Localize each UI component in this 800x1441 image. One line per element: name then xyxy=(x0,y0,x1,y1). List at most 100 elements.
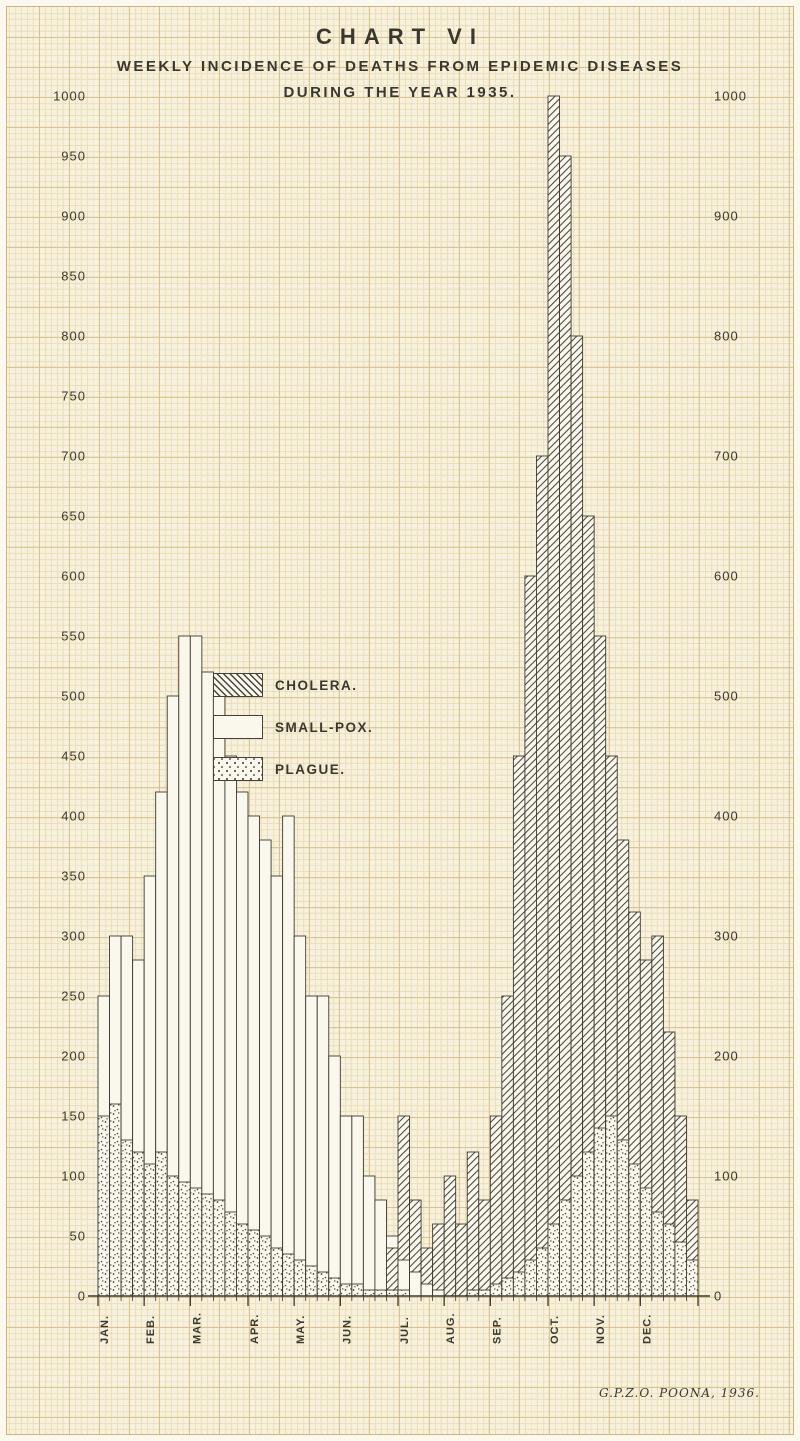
bar-plague xyxy=(155,1151,168,1297)
month-label: SEP. xyxy=(491,1316,503,1344)
bar-plague xyxy=(466,1289,480,1297)
bar-plague xyxy=(270,1247,284,1297)
bar-plague xyxy=(570,1175,584,1297)
y-axis-label-right: 600 xyxy=(714,569,739,584)
month-label: FEB. xyxy=(145,1315,157,1344)
bar-smallpox xyxy=(351,1115,364,1297)
bar-plague xyxy=(374,1289,387,1297)
bar-cholera xyxy=(524,575,537,1297)
y-axis-label-left: 500 xyxy=(61,689,86,704)
bar-plague xyxy=(501,1277,514,1297)
legend: CHOLERA. SMALL-POX. PLAGUE. xyxy=(213,672,373,798)
bar-cholera xyxy=(466,1151,480,1297)
month-label: OCT. xyxy=(549,1315,561,1344)
bar-plague xyxy=(489,1283,503,1297)
y-axis-label-left: 100 xyxy=(61,1169,86,1184)
bar-cholera xyxy=(432,1223,445,1297)
bar-plague xyxy=(559,1199,572,1297)
bar-plague xyxy=(686,1259,699,1297)
bar-smallpox xyxy=(362,1175,376,1297)
y-axis-label-left: 50 xyxy=(70,1229,86,1244)
bar-plague xyxy=(97,1115,110,1297)
legend-label-smallpox: SMALL-POX. xyxy=(275,719,374,735)
bar-plague xyxy=(132,1151,145,1297)
chart-subtitle-line2: DURING THE YEAR 1935. xyxy=(283,84,517,101)
bar-cholera xyxy=(478,1199,491,1297)
bar-plague xyxy=(259,1235,272,1297)
bar-plague xyxy=(536,1247,549,1297)
y-axis-label-right: 900 xyxy=(714,209,739,224)
bar-plague xyxy=(189,1187,203,1297)
y-axis-label-left: 950 xyxy=(61,149,86,164)
legend-label-plague: PLAGUE. xyxy=(275,761,346,777)
bar-plague xyxy=(628,1163,641,1297)
bar-smallpox xyxy=(270,875,284,1297)
y-axis-right: 0 100 200 300 400 500 600 700 800 900 1000 xyxy=(714,89,747,1304)
bar-plague xyxy=(109,1103,122,1297)
bar-smallpox xyxy=(259,839,272,1297)
smallpox-plain-swatch xyxy=(213,715,263,739)
legend-item-smallpox: SMALL-POX. xyxy=(213,714,373,740)
bar-plague xyxy=(351,1283,364,1297)
month-label: JUN. xyxy=(341,1315,353,1344)
bar-plague xyxy=(616,1139,630,1297)
bar-plague xyxy=(224,1211,237,1297)
bar-cholera xyxy=(570,335,584,1297)
bar-cholera xyxy=(559,155,572,1297)
bar-cholera xyxy=(443,1175,457,1297)
y-axis-label-right: 300 xyxy=(714,929,739,944)
y-axis-label-left: 1000 xyxy=(53,89,86,104)
bar-plague xyxy=(512,1271,526,1297)
bar-smallpox xyxy=(420,1283,434,1297)
bar-plague xyxy=(328,1277,341,1297)
bar-plague xyxy=(247,1229,260,1297)
y-axis-label-right: 100 xyxy=(714,1169,739,1184)
y-axis-label-left: 700 xyxy=(61,449,86,464)
y-axis-label-left: 900 xyxy=(61,209,86,224)
bar-plague xyxy=(143,1163,157,1297)
bar-plague xyxy=(305,1265,318,1297)
y-axis-label-left: 600 xyxy=(61,569,86,584)
legend-item-cholera: CHOLERA. xyxy=(213,672,373,698)
y-axis-label-left: 450 xyxy=(61,749,86,764)
bar-plague xyxy=(339,1283,353,1297)
y-axis-label-left: 300 xyxy=(61,929,86,944)
bar-cholera xyxy=(386,1247,399,1297)
bar-plague xyxy=(120,1139,134,1297)
bar-plague xyxy=(236,1223,249,1297)
month-label: JUL. xyxy=(399,1316,411,1344)
bars xyxy=(97,95,699,1297)
y-axis-left: 0 50 100 150 200 250 300 350 400 450 500 550 600 650 7… xyxy=(53,89,86,1304)
bar-smallpox xyxy=(247,815,260,1297)
bar-smallpox xyxy=(328,1055,341,1297)
y-axis-label-left: 250 xyxy=(61,989,86,1004)
bar-plague xyxy=(582,1151,595,1297)
bar-plague xyxy=(316,1271,330,1297)
credit-note: G.P.Z.O. POONA, 1936. xyxy=(598,1386,760,1400)
bar-cholera xyxy=(512,755,526,1297)
month-label: MAY. xyxy=(295,1315,307,1344)
bar-cholera xyxy=(536,455,549,1297)
month-label: JAN. xyxy=(99,1315,111,1344)
y-axis-label-right: 1000 xyxy=(714,89,747,104)
y-axis-label-left: 400 xyxy=(61,809,86,824)
bar-cholera xyxy=(547,95,560,1297)
bar-plague xyxy=(478,1289,491,1297)
y-axis-label-right: 400 xyxy=(714,809,739,824)
bar-smallpox xyxy=(282,815,295,1297)
y-axis-label-right: 0 xyxy=(714,1289,722,1304)
y-axis-label-left: 0 xyxy=(78,1289,86,1304)
chart-subtitle-line1: WEEKLY INCIDENCE OF DEATHS FROM EPIDEMIC… xyxy=(116,58,684,75)
bar-plague xyxy=(593,1127,607,1297)
bar-plague xyxy=(166,1175,180,1297)
bar-smallpox xyxy=(293,935,307,1297)
month-label: MAR. xyxy=(191,1312,203,1344)
bar-cholera xyxy=(455,1223,468,1297)
legend-label-cholera: CHOLERA. xyxy=(275,677,358,693)
bar-plague xyxy=(212,1199,226,1297)
cholera-hatch-swatch xyxy=(213,673,263,697)
month-label: AUG. xyxy=(445,1313,457,1345)
bar-smallpox xyxy=(236,791,249,1297)
